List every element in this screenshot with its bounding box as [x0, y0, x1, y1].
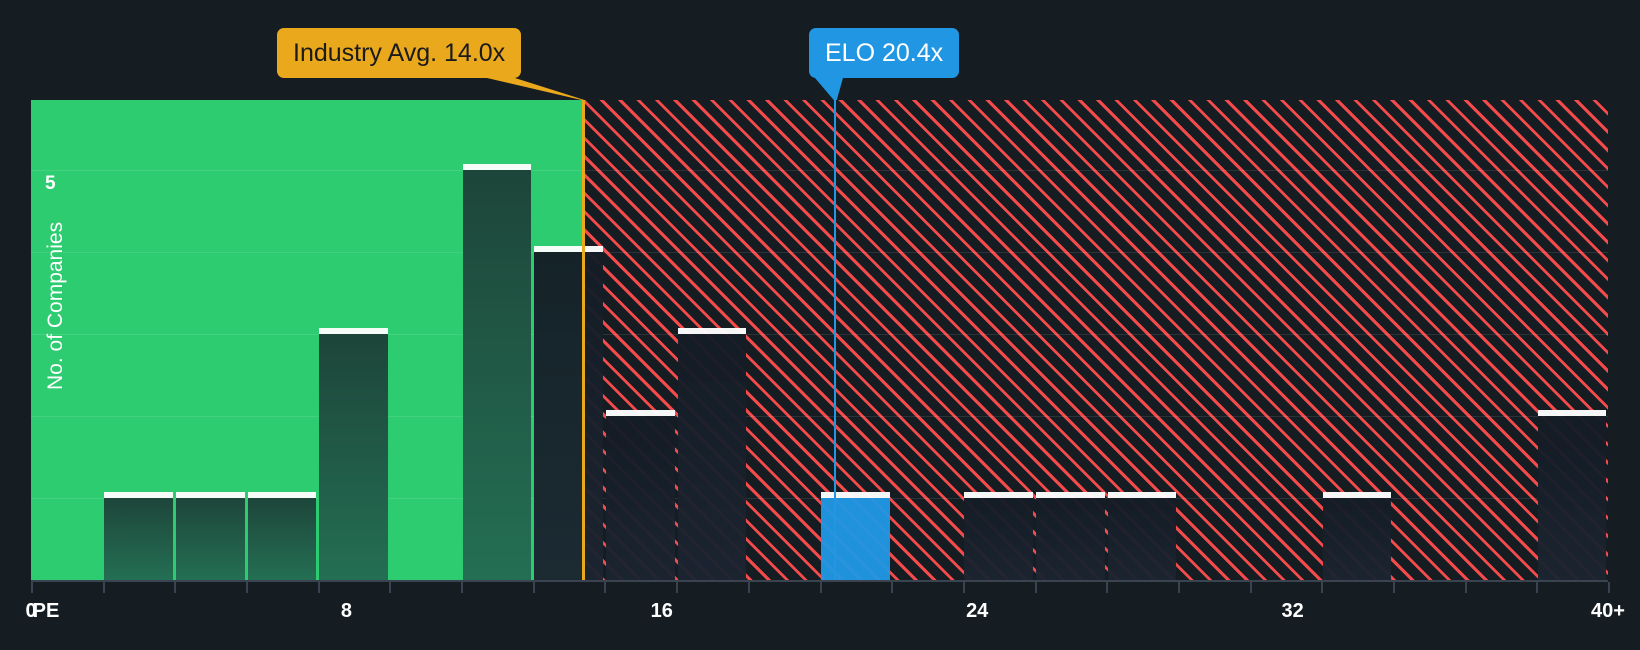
x-axis-tick: [1249, 582, 1252, 593]
x-axis-tick: [962, 582, 965, 593]
x-axis-tick: [1106, 582, 1109, 593]
x-axis-tick: [31, 582, 33, 593]
x-axis-tick: [819, 582, 822, 593]
x-axis-title: PE: [32, 600, 60, 622]
x-axis-label-32: 32: [1281, 600, 1304, 622]
histogram-bar[interactable]: [677, 327, 747, 580]
histogram-bar[interactable]: [1036, 491, 1105, 580]
histogram-bar[interactable]: [821, 491, 890, 580]
overvalued-zone: [582, 100, 1608, 580]
gridline-4: [31, 251, 1608, 253]
histogram-bar[interactable]: [1107, 491, 1177, 580]
bar-cap: [104, 491, 173, 498]
industry-average-callout-tail: [487, 78, 585, 100]
x-axis-tick: [1177, 582, 1180, 593]
histogram-bar[interactable]: [462, 163, 532, 580]
x-axis-tick: [317, 582, 320, 593]
gridline-2: [31, 415, 1608, 417]
gridline-3: [31, 333, 1608, 335]
histogram-bar[interactable]: [1322, 491, 1392, 580]
bar-cap: [677, 327, 747, 334]
x-axis-label-24: 24: [966, 600, 989, 622]
x-axis-tick: [389, 582, 392, 593]
x-axis-tick: [891, 582, 894, 593]
bar-cap: [247, 491, 317, 498]
x-axis-tick: [1321, 582, 1324, 593]
x-axis-label-16: 16: [650, 600, 673, 622]
industry-average-callout[interactable]: Industry Avg. 14.0x: [277, 28, 522, 78]
x-axis-tick: [676, 582, 679, 593]
x-axis-tick: [1392, 582, 1395, 593]
y-axis-tick-5: 5: [45, 172, 56, 194]
x-axis-label-8: 8: [340, 600, 352, 622]
elo-pe-line: [834, 100, 837, 580]
x-axis-tick: [604, 582, 607, 593]
gridline-1: [31, 497, 1608, 499]
elo-callout-label: ELO 20.4x: [825, 38, 944, 67]
histogram-bar[interactable]: [319, 327, 388, 580]
histogram-bar[interactable]: [534, 245, 603, 580]
x-axis-tick: [747, 582, 750, 593]
x-axis-tick: [461, 582, 464, 593]
bar-cap: [534, 245, 603, 252]
bar-cap: [1537, 409, 1607, 416]
x-axis-label-0: 0: [25, 600, 37, 622]
x-axis-tick: [532, 582, 535, 593]
x-axis-tick: [1536, 582, 1539, 593]
bar-cap: [1322, 491, 1392, 498]
x-axis-tick: [246, 582, 249, 593]
histogram-bar[interactable]: [1537, 409, 1607, 580]
plot-area: [31, 100, 1608, 580]
x-axis-tick: [1608, 582, 1610, 593]
histogram-bar[interactable]: [104, 491, 173, 580]
elo-callout[interactable]: ELO 20.4x: [809, 28, 960, 78]
bar-cap: [319, 327, 388, 334]
histogram-bar[interactable]: [247, 491, 317, 580]
industry-average-callout-label: Industry Avg. 14.0x: [293, 38, 506, 67]
bar-cap: [821, 491, 890, 498]
x-axis-tick: [1034, 582, 1037, 593]
x-axis-tick: [174, 582, 177, 593]
y-axis-title: No. of Companies: [44, 221, 67, 390]
bar-cap: [1036, 491, 1105, 498]
bar-cap: [462, 163, 532, 170]
gridline-5: [31, 169, 1608, 171]
histogram-bar[interactable]: [605, 409, 675, 580]
x-axis-label-40plus: 40+: [1591, 600, 1625, 622]
x-axis-tick: [1464, 582, 1467, 593]
elo-callout-tail: [815, 78, 843, 100]
bar-cap: [964, 491, 1034, 498]
x-axis-tick: [102, 582, 105, 593]
histogram-bar[interactable]: [964, 491, 1034, 580]
histogram-bar[interactable]: [175, 491, 245, 580]
bar-cap: [605, 409, 675, 416]
bar-cap: [175, 491, 245, 498]
industry-average-line: [581, 100, 585, 580]
x-axis-line: [31, 580, 1608, 582]
bar-cap: [1107, 491, 1177, 498]
